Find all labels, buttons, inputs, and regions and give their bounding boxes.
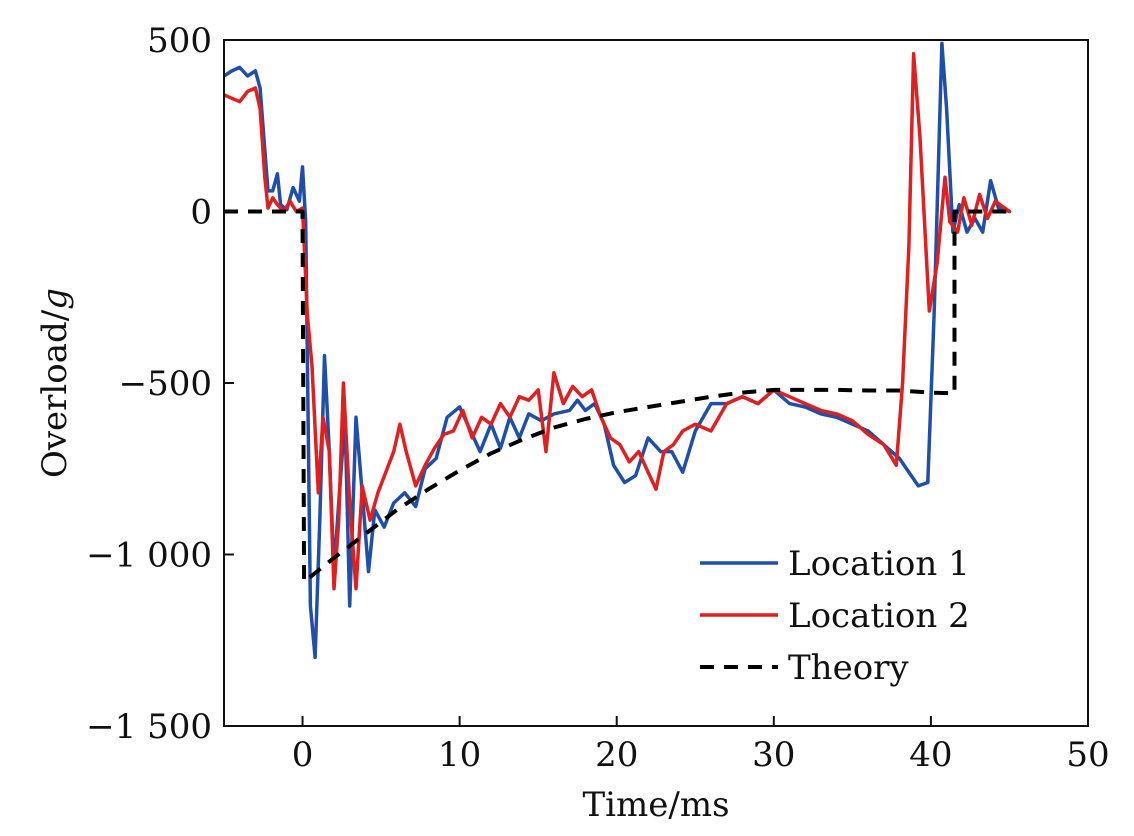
y-tick-label: −500 xyxy=(119,364,212,404)
x-tick-label: 10 xyxy=(438,735,481,775)
series-line-theory xyxy=(224,209,1010,584)
x-tick-label: 0 xyxy=(292,735,314,775)
y-tick-label: 0 xyxy=(190,193,212,233)
y-axis-title: Overload/g xyxy=(35,288,75,478)
y-tick-label: −1 500 xyxy=(86,707,212,747)
series-line-location-2 xyxy=(224,51,1012,591)
ticks-layer: 0 10 20 30 40 50 500 0 −500 −1 000 −1 500 xyxy=(86,21,1109,775)
legend-label: Location 2 xyxy=(788,596,970,636)
y-tick-label: −1 000 xyxy=(86,536,212,576)
legend-label: Theory xyxy=(788,648,909,688)
legend: Location 1 Location 2 Theory xyxy=(700,544,970,688)
series-layer xyxy=(224,41,1012,660)
x-tick-label: 30 xyxy=(752,735,795,775)
y-tick-label: 500 xyxy=(147,21,212,61)
x-tick-label: 20 xyxy=(595,735,638,775)
legend-label: Location 1 xyxy=(788,544,970,584)
x-axis-title: Time/ms xyxy=(582,785,729,825)
x-tick-label: 50 xyxy=(1066,735,1109,775)
x-tick-label: 40 xyxy=(909,735,952,775)
